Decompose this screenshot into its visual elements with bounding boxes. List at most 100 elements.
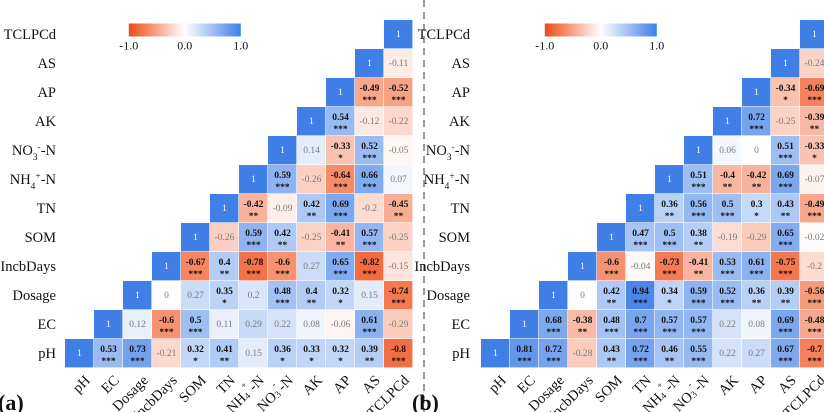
heatmap-cell: 0.43 ** [597, 339, 626, 368]
cell-fill [210, 194, 239, 223]
row-label-dosage: Dosage [13, 288, 57, 304]
cell-fill [771, 49, 800, 78]
cell-value: 0.53 [719, 258, 736, 268]
cell-value: 0.57 [690, 316, 707, 326]
cell-value: 0 [754, 146, 759, 156]
row-label-tn: TN [451, 201, 471, 217]
heatmap-cell: 1 [152, 252, 181, 281]
cell-significance: * [280, 357, 285, 367]
cell-fill [268, 310, 297, 339]
cell-fill [384, 165, 413, 194]
cell-significance: ** [249, 212, 259, 222]
heatmap-cell: 0.38 ** [684, 223, 713, 252]
heatmap-cell: -0.38 ** [568, 310, 597, 339]
cell-fill [800, 49, 824, 78]
cell-fill [568, 310, 597, 339]
cell-significance: ** [694, 270, 704, 280]
heatmap-cell: -0.67 *** [181, 252, 210, 281]
cell-significance: *** [691, 328, 706, 338]
heatmap-cell: 0.08 [742, 310, 771, 339]
cell-fill [297, 107, 326, 136]
heatmap-cell: 0.81 *** [510, 339, 539, 368]
cell-fill [210, 339, 239, 368]
cell-significance: *** [517, 357, 532, 367]
cell-fill [355, 310, 384, 339]
heatmap-cell: 0.15 [239, 339, 268, 368]
heatmap-cell: 0.43 ** [771, 194, 800, 223]
heatmap-cell: -0.12 [355, 107, 384, 136]
cell-fill [713, 165, 742, 194]
cell-significance: *** [362, 154, 377, 164]
heatmap-cell: 0.42 ** [268, 223, 297, 252]
cell-fill [181, 310, 210, 339]
cell-value: -0.12 [360, 117, 380, 127]
cell-value: -0.42 [747, 171, 767, 181]
row-label-nh4plus-n: NH4+-N [424, 172, 471, 192]
cell-fill [800, 136, 824, 165]
cell-value: -0.25 [776, 117, 796, 127]
cell-value: 0.08 [303, 320, 320, 330]
cell-value: -0.21 [157, 349, 177, 359]
cell-fill [123, 281, 152, 310]
cell-value: 0.22 [719, 349, 736, 359]
cell-significance: *** [691, 183, 706, 193]
cell-fill [655, 339, 684, 368]
cell-fill [800, 194, 824, 223]
cell-fill [742, 78, 771, 107]
cell-significance: *** [691, 212, 706, 222]
heatmap-cell: -0.6 *** [268, 252, 297, 281]
cell-value: 0.43 [603, 345, 620, 355]
cell-fill [800, 310, 824, 339]
heatmap-cell: 0.51 *** [771, 136, 800, 165]
heatmap-cell: 0.42 ** [597, 281, 626, 310]
cell-value: 1 [783, 59, 788, 69]
cell-significance: *** [391, 357, 406, 367]
heatmap-cell: 0.69 *** [771, 165, 800, 194]
cell-fill [713, 252, 742, 281]
cell-fill [800, 281, 824, 310]
heatmap-cell: 0.5 *** [181, 310, 210, 339]
cell-significance: *** [604, 328, 619, 338]
heatmap-cell: 0.15 [355, 281, 384, 310]
cell-fill [384, 107, 413, 136]
cell-value: -0.38 [573, 316, 593, 326]
cell-value: 0.56 [690, 200, 707, 210]
heatmap-cell: -0.48 *** [800, 310, 824, 339]
heatmap-cell: 0.41 ** [210, 339, 239, 368]
heatmap-cell: -0.49 *** [355, 78, 384, 107]
heatmap-cell: -0.33 * [800, 136, 824, 165]
heatmap-cell: 0.59 *** [239, 223, 268, 252]
cell-value: 0.69 [777, 171, 794, 181]
cell-fill [239, 310, 268, 339]
heatmap-cell: 0.06 [713, 136, 742, 165]
cell-value: -0.49 [360, 84, 380, 94]
cell-fill [713, 136, 742, 165]
heatmap-cell: 0.94 *** [626, 281, 655, 310]
heatmap-cell: 0.65 *** [771, 223, 800, 252]
cell-significance: *** [604, 270, 619, 280]
cell-value: 0.66 [361, 171, 378, 181]
row-label-som: SOM [439, 230, 471, 246]
cell-fill [384, 194, 413, 223]
cell-value: 0.59 [274, 171, 291, 181]
heatmap-cell: 0.65 *** [326, 252, 355, 281]
cell-value: 0.69 [777, 316, 794, 326]
cell-value: 0.94 [632, 287, 649, 297]
heatmap-cell: 0.57 *** [355, 223, 384, 252]
cell-fill [355, 252, 384, 281]
cell-significance: *** [362, 96, 377, 106]
cell-fill [355, 281, 384, 310]
row-label-ak: AK [35, 114, 56, 130]
cell-significance: ** [220, 357, 230, 367]
cell-value: 0.27 [303, 262, 320, 272]
cell-value: -0.7 [807, 345, 822, 355]
cell-value: 1 [280, 146, 285, 156]
cell-fill [384, 49, 413, 78]
cell-value: 0.39 [361, 345, 378, 355]
cell-fill [800, 20, 824, 49]
cell-value: 1 [754, 88, 759, 98]
cell-value: 1 [309, 117, 314, 127]
heatmap-cell: 0.22 [713, 310, 742, 339]
heatmap-cell: -0.05 [384, 136, 413, 165]
cell-significance: *** [633, 299, 648, 309]
